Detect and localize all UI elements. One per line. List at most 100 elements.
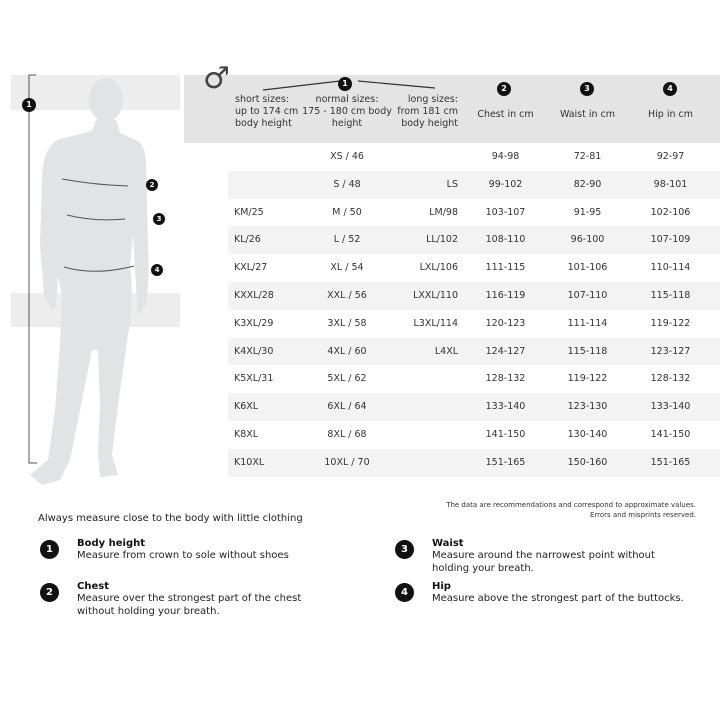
cell-short-size: K4XL/30 bbox=[234, 345, 274, 357]
male-symbol-icon: ♂ bbox=[203, 61, 230, 96]
legend-desc: Measure above the strongest part of the … bbox=[432, 593, 684, 604]
table-row: K3XL/29 3XL / 58 L3XL/114 120-123 111-114 119… bbox=[228, 310, 720, 338]
table-row: XS / 46 94-98 72-81 92-97 bbox=[228, 143, 720, 171]
cell-chest: 99-102 bbox=[488, 178, 523, 190]
cell-long-size: LS bbox=[446, 178, 458, 190]
cell-chest: 120-123 bbox=[485, 317, 526, 329]
cell-long-size: L3XL/114 bbox=[413, 317, 458, 329]
table-row: K4XL/30 4XL / 60 L4XL 124-127 115-118 123-127 bbox=[228, 337, 720, 366]
table-row: K5XL/31 5XL / 62 128-132 119-122 128-132 bbox=[228, 365, 720, 393]
legend-title: Waist bbox=[432, 538, 464, 549]
cell-hip: 128-132 bbox=[650, 373, 691, 385]
cell-normal-size: XL / 54 bbox=[330, 262, 364, 274]
cell-chest: 94-98 bbox=[491, 151, 520, 162]
measure-intro: Always measure close to the body with li… bbox=[38, 513, 303, 524]
cell-short-size: KL/26 bbox=[234, 234, 261, 246]
cell-hip: 107-109 bbox=[650, 234, 691, 246]
cell-chest: 124-127 bbox=[485, 345, 526, 357]
marker-3-waist: 3 bbox=[153, 213, 165, 225]
cell-short-size: K3XL/29 bbox=[234, 317, 274, 329]
cell-waist: 91-95 bbox=[573, 206, 602, 218]
cell-waist: 101-106 bbox=[567, 262, 608, 274]
cell-chest: 151-165 bbox=[485, 456, 526, 468]
table-row: K10XL 10XL / 70 151-165 150-160 151-165 bbox=[228, 448, 720, 477]
cell-short-size: KM/25 bbox=[234, 206, 264, 218]
cell-normal-size: S / 48 bbox=[333, 178, 361, 190]
table-row: KXXL/28 XXL / 56 LXXL/110 116-119 107-110 115… bbox=[228, 282, 720, 310]
header-long-sizes: long sizes: from 181 cm body height bbox=[397, 94, 458, 129]
cell-normal-size: 8XL / 68 bbox=[327, 429, 367, 440]
legend-title: Body height bbox=[77, 538, 146, 549]
cell-waist: 123-130 bbox=[567, 401, 608, 413]
cell-chest: 128-132 bbox=[485, 373, 526, 385]
legend-desc: Measure around the narrowest point witho… bbox=[432, 550, 655, 574]
legend-chest: 2 Chest Measure over the strongest part … bbox=[40, 581, 340, 618]
cell-short-size: K10XL bbox=[234, 456, 265, 468]
legend-waist: 3 Waist Measure around the narrowest poi… bbox=[395, 538, 695, 575]
legend-title: Chest bbox=[77, 581, 109, 592]
cell-normal-size: 10XL / 70 bbox=[324, 456, 370, 468]
cell-long-size: LXXL/110 bbox=[413, 290, 458, 301]
cell-normal-size: XXL / 56 bbox=[327, 290, 367, 301]
table-row: KL/26 L / 52 LL/102 108-110 96-100 107-109 bbox=[228, 226, 720, 255]
cell-waist: 107-110 bbox=[567, 290, 608, 301]
header-hip: Hip in cm bbox=[648, 109, 693, 120]
cell-normal-size: M / 50 bbox=[332, 206, 362, 218]
legend-desc: Measure over the strongest part of the c… bbox=[77, 593, 302, 617]
cell-normal-size: 5XL / 62 bbox=[327, 373, 367, 385]
marker-2-chest: 2 bbox=[146, 179, 158, 191]
marker-2-icon: 2 bbox=[40, 583, 59, 602]
cell-short-size: KXXL/28 bbox=[234, 290, 274, 301]
table-header bbox=[184, 75, 720, 143]
cell-waist: 115-118 bbox=[567, 345, 608, 357]
header-normal-sizes: normal sizes: 175 - 180 cm body height bbox=[302, 94, 392, 129]
cell-short-size: K6XL bbox=[234, 401, 259, 413]
cell-hip: 141-150 bbox=[650, 429, 691, 440]
cell-normal-size: L / 52 bbox=[333, 234, 361, 246]
cell-chest: 141-150 bbox=[485, 429, 526, 440]
cell-short-size: KXL/27 bbox=[234, 262, 268, 274]
marker-3-icon: 3 bbox=[395, 540, 414, 559]
table-row: KM/25 M / 50 LM/98 103-107 91-95 102-106 bbox=[228, 199, 720, 227]
cell-waist: 119-122 bbox=[567, 373, 608, 385]
cell-hip: 115-118 bbox=[650, 290, 691, 301]
header-short-sizes: short sizes: up to 174 cm body height bbox=[235, 94, 299, 129]
cell-normal-size: 3XL / 58 bbox=[327, 317, 367, 329]
marker-4-hip: 4 bbox=[151, 264, 163, 276]
marker-2-header: 2 bbox=[497, 82, 511, 96]
cell-short-size: K8XL bbox=[234, 429, 259, 440]
marker-4-icon: 4 bbox=[395, 583, 414, 602]
size-group-connector bbox=[262, 80, 436, 91]
marker-1-header: 1 bbox=[338, 77, 352, 91]
cell-long-size: L4XL bbox=[434, 345, 458, 357]
cell-normal-size: 4XL / 60 bbox=[327, 345, 367, 357]
cell-normal-size: 6XL / 64 bbox=[327, 401, 367, 413]
cell-long-size: LXL/106 bbox=[419, 262, 458, 274]
marker-1-height: 1 bbox=[22, 98, 36, 112]
cell-hip: 110-114 bbox=[650, 262, 691, 274]
cell-normal-size: XS / 46 bbox=[330, 151, 364, 162]
table-row: S / 48 LS 99-102 82-90 98-101 bbox=[228, 170, 720, 199]
legend-body-height: 1 Body height Measure from crown to sole… bbox=[40, 538, 340, 563]
header-chest: Chest in cm bbox=[477, 109, 534, 120]
cell-long-size: LL/102 bbox=[426, 234, 458, 246]
legend-hip: 4 Hip Measure above the strongest part o… bbox=[395, 581, 695, 606]
disclaimer-note: The data are recommendations and corresp… bbox=[446, 501, 696, 519]
cell-hip: 92-97 bbox=[656, 151, 685, 162]
cell-chest: 133-140 bbox=[485, 401, 526, 413]
cell-hip: 102-106 bbox=[650, 206, 691, 218]
cell-waist: 111-114 bbox=[567, 317, 608, 329]
cell-short-size: K5XL/31 bbox=[234, 373, 274, 385]
cell-waist: 150-160 bbox=[567, 456, 608, 468]
cell-chest: 116-119 bbox=[485, 290, 526, 301]
cell-chest: 103-107 bbox=[485, 206, 526, 218]
cell-hip: 123-127 bbox=[650, 345, 691, 357]
marker-1-icon: 1 bbox=[40, 540, 59, 559]
header-waist: Waist in cm bbox=[559, 109, 616, 120]
cell-hip: 133-140 bbox=[650, 401, 691, 413]
cell-hip: 151-165 bbox=[650, 456, 691, 468]
cell-hip: 119-122 bbox=[650, 317, 691, 329]
cell-waist: 130-140 bbox=[567, 429, 608, 440]
cell-hip: 98-101 bbox=[653, 178, 688, 190]
table-row: K6XL 6XL / 64 133-140 123-130 133-140 bbox=[228, 393, 720, 421]
